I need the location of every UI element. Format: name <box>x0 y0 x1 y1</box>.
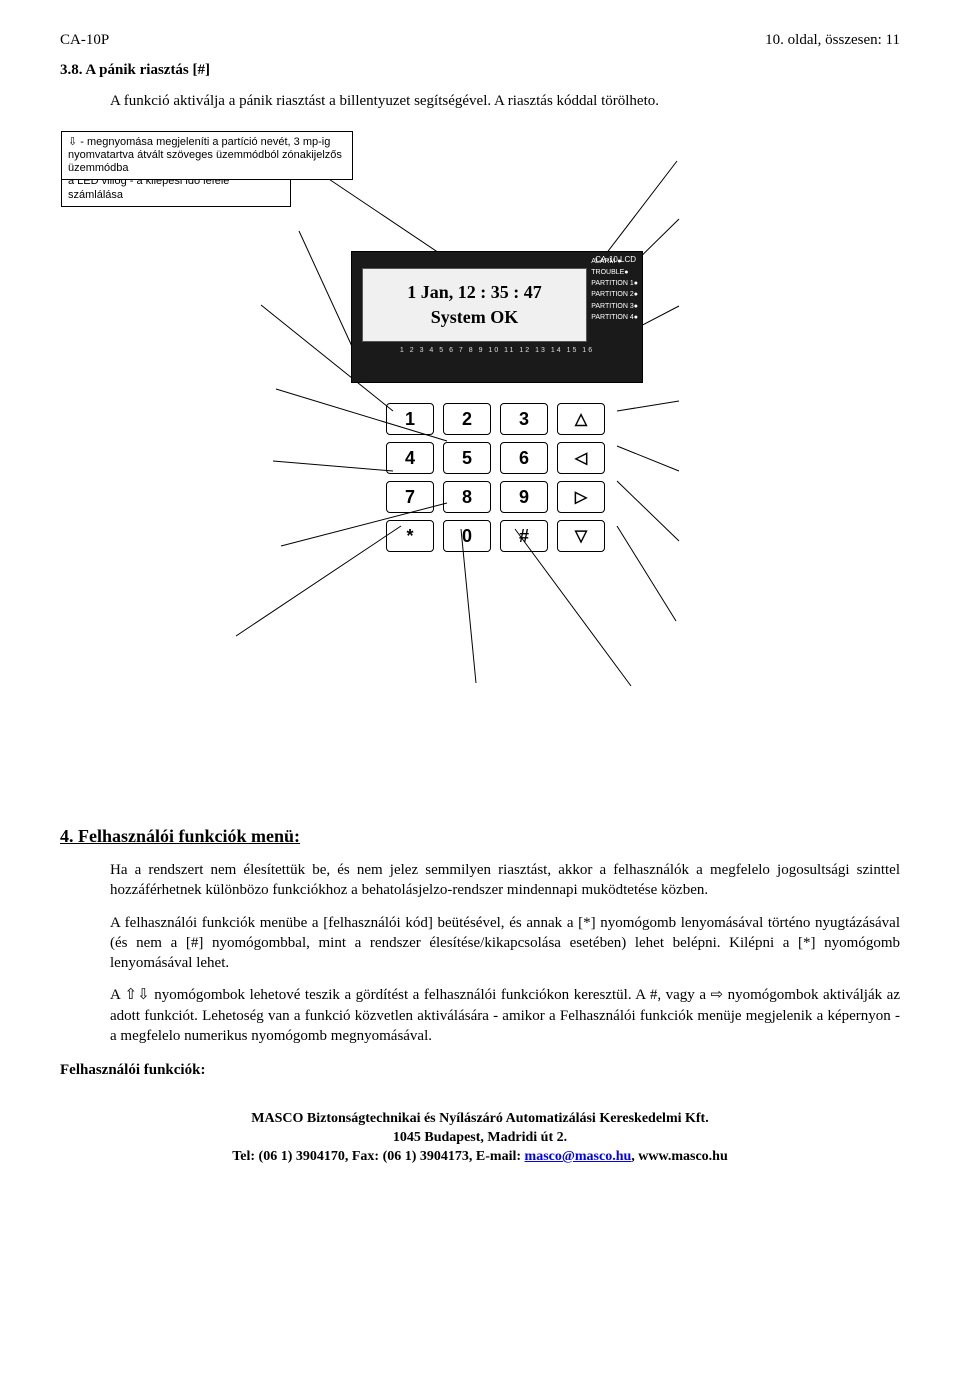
lcd-line-1: 1 Jan, 12 : 35 : 47 <box>407 280 542 304</box>
box-arrow-down: ⇩ - megnyomása megjeleníti a partíció ne… <box>61 131 353 181</box>
key-4[interactable]: 4 <box>386 442 434 474</box>
key-9[interactable]: 9 <box>500 481 548 513</box>
lcd-scale: 1 2 3 4 5 6 7 8 9 10 11 12 13 14 15 16 <box>352 346 642 355</box>
section-3-8-title: 3.8. A pánik riasztás [#] <box>60 60 900 80</box>
page-number: 10. oldal, összesen: 11 <box>765 30 900 50</box>
key-2[interactable]: 2 <box>443 403 491 435</box>
keypad: 123 456 789 * 0 # <box>377 396 615 559</box>
section-4-title: 4. Felhasználói funkciók menü: <box>60 824 900 848</box>
key-tri-dn[interactable] <box>557 520 605 552</box>
key-8[interactable]: 8 <box>443 481 491 513</box>
lcd-line-2: System OK <box>431 305 519 329</box>
key-6[interactable]: 6 <box>500 442 548 474</box>
key-0[interactable]: 0 <box>443 520 491 552</box>
section-4-p1: Ha a rendszert nem élesítettük be, és ne… <box>110 860 900 901</box>
key-7[interactable]: 7 <box>386 481 434 513</box>
section-4-p2: A felhasználói funkciók menübe a [felhas… <box>110 913 900 974</box>
section-4-p3: A ⇧⇩ nyomógombok lehetové teszik a gördí… <box>110 985 900 1046</box>
key-tri-lt[interactable] <box>557 442 605 474</box>
keypad-diagram: LCD kijelző: idő és dátum, vagy a partíc… <box>61 131 899 806</box>
lcd-led-column: ALARM ● TROUBLE● PARTITION 1● PARTITION … <box>591 256 638 323</box>
page-footer: MASCO Biztonságtechnikai és Nyílászáró A… <box>60 1110 900 1167</box>
key-3[interactable]: 3 <box>500 403 548 435</box>
footer-email-link[interactable]: masco@masco.hu <box>525 1149 632 1164</box>
lcd-panel: ALARM ● TROUBLE● PARTITION 1● PARTITION … <box>351 251 643 383</box>
user-functions-heading: Felhasználói funkciók: <box>60 1060 900 1080</box>
key-tri-rt[interactable] <box>557 481 605 513</box>
key-#[interactable]: # <box>500 520 548 552</box>
doc-code: CA-10P <box>60 30 109 50</box>
key-tri-up[interactable] <box>557 403 605 435</box>
key-*[interactable]: * <box>386 520 434 552</box>
lcd-screen: 1 Jan, 12 : 35 : 47 System OK <box>362 268 587 342</box>
key-1[interactable]: 1 <box>386 403 434 435</box>
section-3-8-text: A funkció aktiválja a pánik riasztást a … <box>110 91 900 111</box>
key-5[interactable]: 5 <box>443 442 491 474</box>
